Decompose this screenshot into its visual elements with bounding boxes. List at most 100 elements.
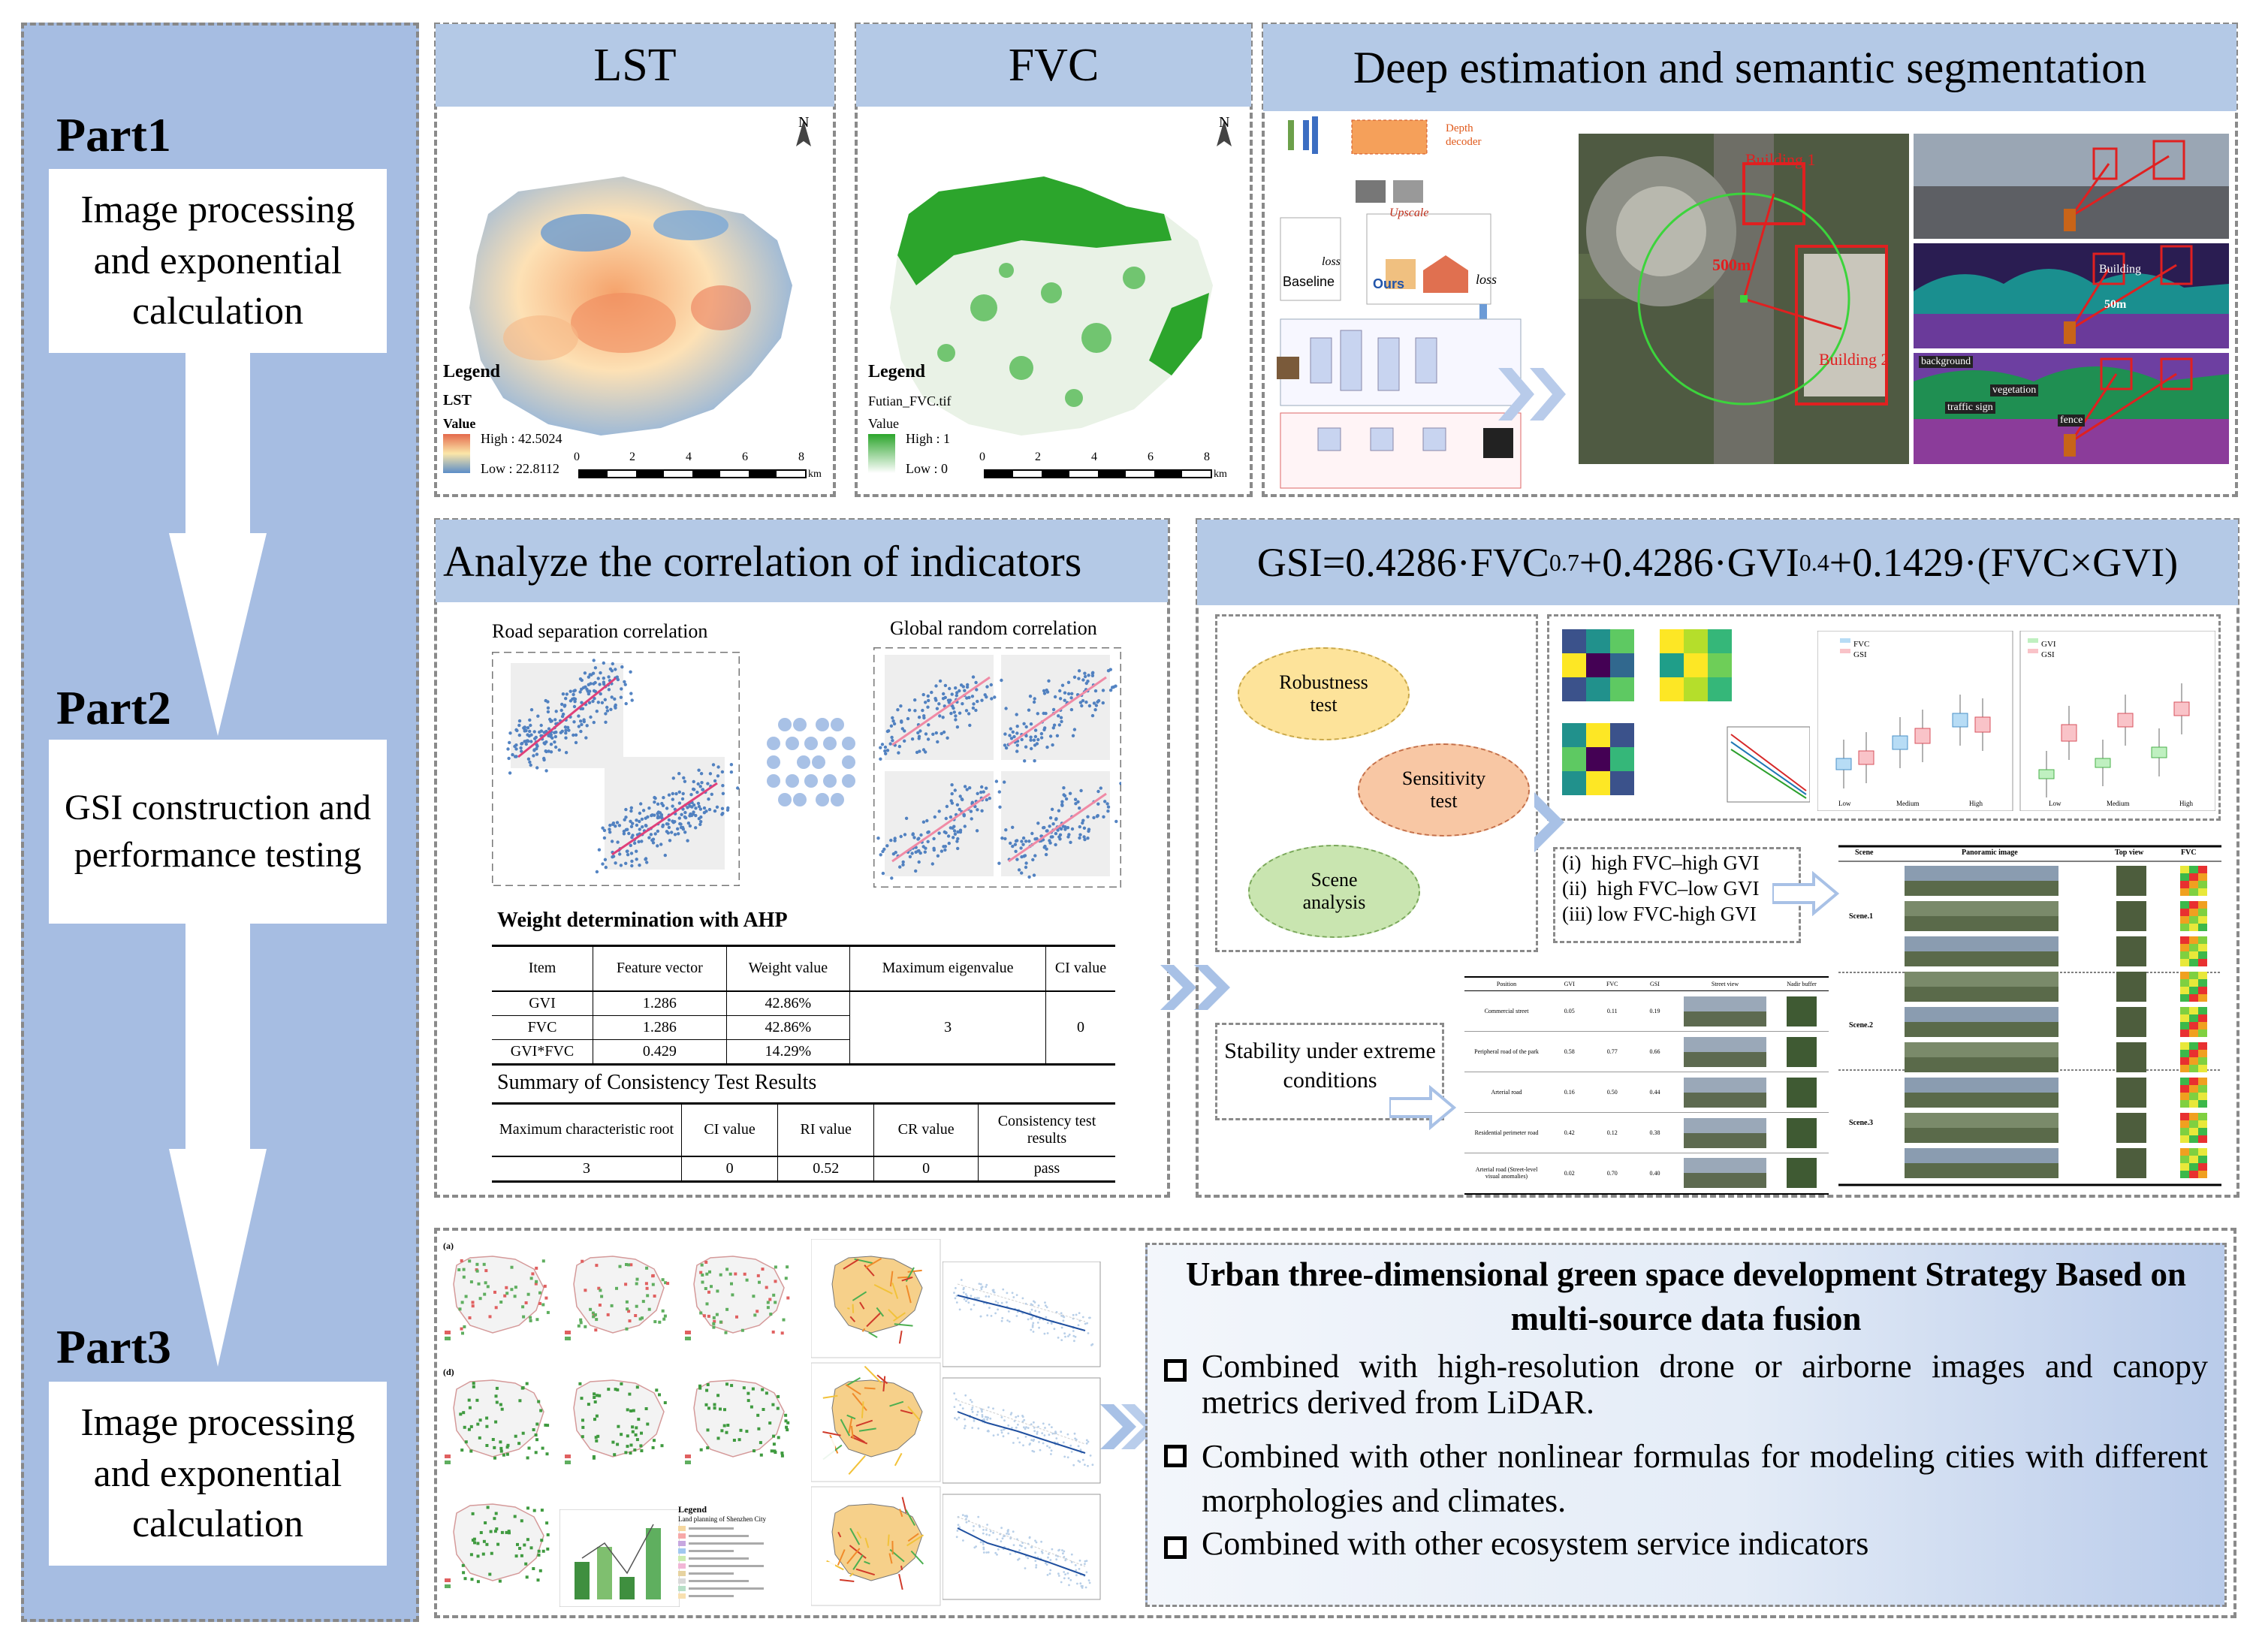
lst-header: LST	[436, 24, 834, 107]
bp1-x-med: Medium	[1896, 800, 1920, 807]
scatter-dot	[701, 788, 705, 791]
scatter-dot	[608, 831, 612, 834]
scatter-dot	[549, 750, 553, 754]
boxplot-box	[1858, 750, 1874, 765]
scatter-dot	[936, 740, 940, 744]
map-pixel	[513, 1515, 517, 1518]
scatter-dot	[1051, 1426, 1053, 1428]
scatter-dot	[1071, 734, 1075, 737]
scatter-dot	[993, 695, 997, 699]
fvc-cell	[2180, 987, 2189, 994]
map-pixel	[485, 1424, 489, 1428]
heatmap-cell	[1562, 677, 1586, 701]
scatter-dot	[911, 833, 915, 837]
scatter-dot	[1051, 822, 1055, 826]
scatter-dot	[1057, 723, 1061, 727]
scatter-dot	[1078, 833, 1082, 837]
map-pixel	[728, 1272, 732, 1276]
fvc-cell	[2189, 916, 2198, 924]
scatter-dot	[553, 731, 556, 734]
scatter-dot	[640, 840, 644, 843]
map-pixel	[705, 1388, 709, 1392]
boxplot-box	[1952, 713, 1968, 728]
scatter-dot	[1066, 680, 1071, 684]
scatter-dot	[1106, 805, 1111, 809]
table-cell: 0.02	[1564, 1169, 1575, 1177]
scatter-dot	[677, 790, 681, 794]
scatter-dot	[1084, 1560, 1087, 1563]
fvc-cell	[2180, 909, 2189, 916]
scatter-dot	[965, 1515, 968, 1518]
scatter-dot	[971, 1406, 974, 1409]
scatter-dot	[1039, 1318, 1041, 1321]
scatter-dot	[903, 833, 907, 837]
scatter-dot	[952, 824, 956, 828]
legend-text-line	[689, 1580, 749, 1582]
map-pixel	[529, 1319, 532, 1322]
scatter-dot	[650, 813, 653, 818]
scatter-dot	[994, 1300, 997, 1303]
road-segment	[898, 1330, 903, 1344]
fvc-cell	[2189, 1156, 2198, 1163]
scatter-dot	[988, 1295, 991, 1298]
regression-line	[957, 1411, 1086, 1454]
scatter-dot	[686, 821, 691, 825]
map-pixel	[498, 1579, 502, 1583]
fvc-cell	[2198, 951, 2207, 959]
fvc-cell	[2180, 1029, 2189, 1037]
map-pixel	[577, 1324, 581, 1328]
scatter-dot	[881, 871, 885, 876]
scatter-dot	[963, 1427, 966, 1430]
scatter-dot	[533, 737, 537, 740]
scatter-dot	[1062, 1552, 1064, 1555]
scatter-dot	[1015, 749, 1019, 753]
scatter-dot	[720, 770, 725, 774]
scatter-dot	[1060, 1312, 1063, 1315]
scatter-dot	[1049, 835, 1053, 839]
scatter-dot	[653, 832, 657, 836]
map-pixel	[460, 1327, 463, 1331]
scatter-dot	[1008, 734, 1012, 737]
scatter-dot	[1055, 734, 1060, 737]
map-pixel	[598, 1394, 602, 1397]
scatter-dot	[903, 729, 906, 733]
panorama-ground	[1905, 1128, 2058, 1143]
scatter-dot	[1034, 1560, 1037, 1562]
scatter-dot	[656, 802, 660, 806]
map-pixel	[635, 1438, 639, 1442]
scatter-dot	[561, 692, 566, 696]
map-pixel	[494, 1394, 498, 1398]
scatter-dot	[917, 737, 921, 740]
table-cell: Residential perimeter road	[1474, 1129, 1539, 1136]
scatter-dot	[1090, 674, 1095, 677]
scatter-dot	[978, 1283, 981, 1285]
scatter-dot	[630, 836, 634, 840]
scatter-dot	[1017, 1436, 1019, 1439]
scatter-dot	[589, 682, 593, 686]
scatter-dot	[514, 747, 518, 751]
scatter-dot	[958, 807, 961, 812]
legend-swatch	[565, 1461, 571, 1464]
map-pixel	[719, 1273, 722, 1277]
scatter-dot	[694, 826, 698, 830]
map-pixel	[716, 1394, 720, 1397]
scatter-dot	[591, 699, 595, 704]
traffic-map	[811, 1486, 941, 1606]
scatter-dot	[933, 697, 937, 701]
regression-frame	[943, 1262, 1101, 1367]
scatter-dot	[913, 698, 917, 702]
boxplot-box	[1835, 758, 1852, 770]
legend-swatch	[445, 1461, 451, 1464]
scatter-dot	[539, 723, 543, 728]
scatter-dot	[973, 1546, 976, 1549]
fvc-cell	[2189, 1148, 2198, 1156]
scatter-dot	[1070, 692, 1074, 695]
scatter-dot	[1018, 1544, 1021, 1547]
map-pixel	[593, 1392, 596, 1396]
part3-box: Image processing and exponential calcula…	[49, 1382, 387, 1566]
scatter-dot	[1033, 1450, 1036, 1453]
scatter-dot	[1030, 1423, 1033, 1426]
scatter-dot	[1048, 1553, 1050, 1555]
scatter-dot	[996, 1538, 999, 1541]
scatter-dot	[564, 736, 568, 740]
